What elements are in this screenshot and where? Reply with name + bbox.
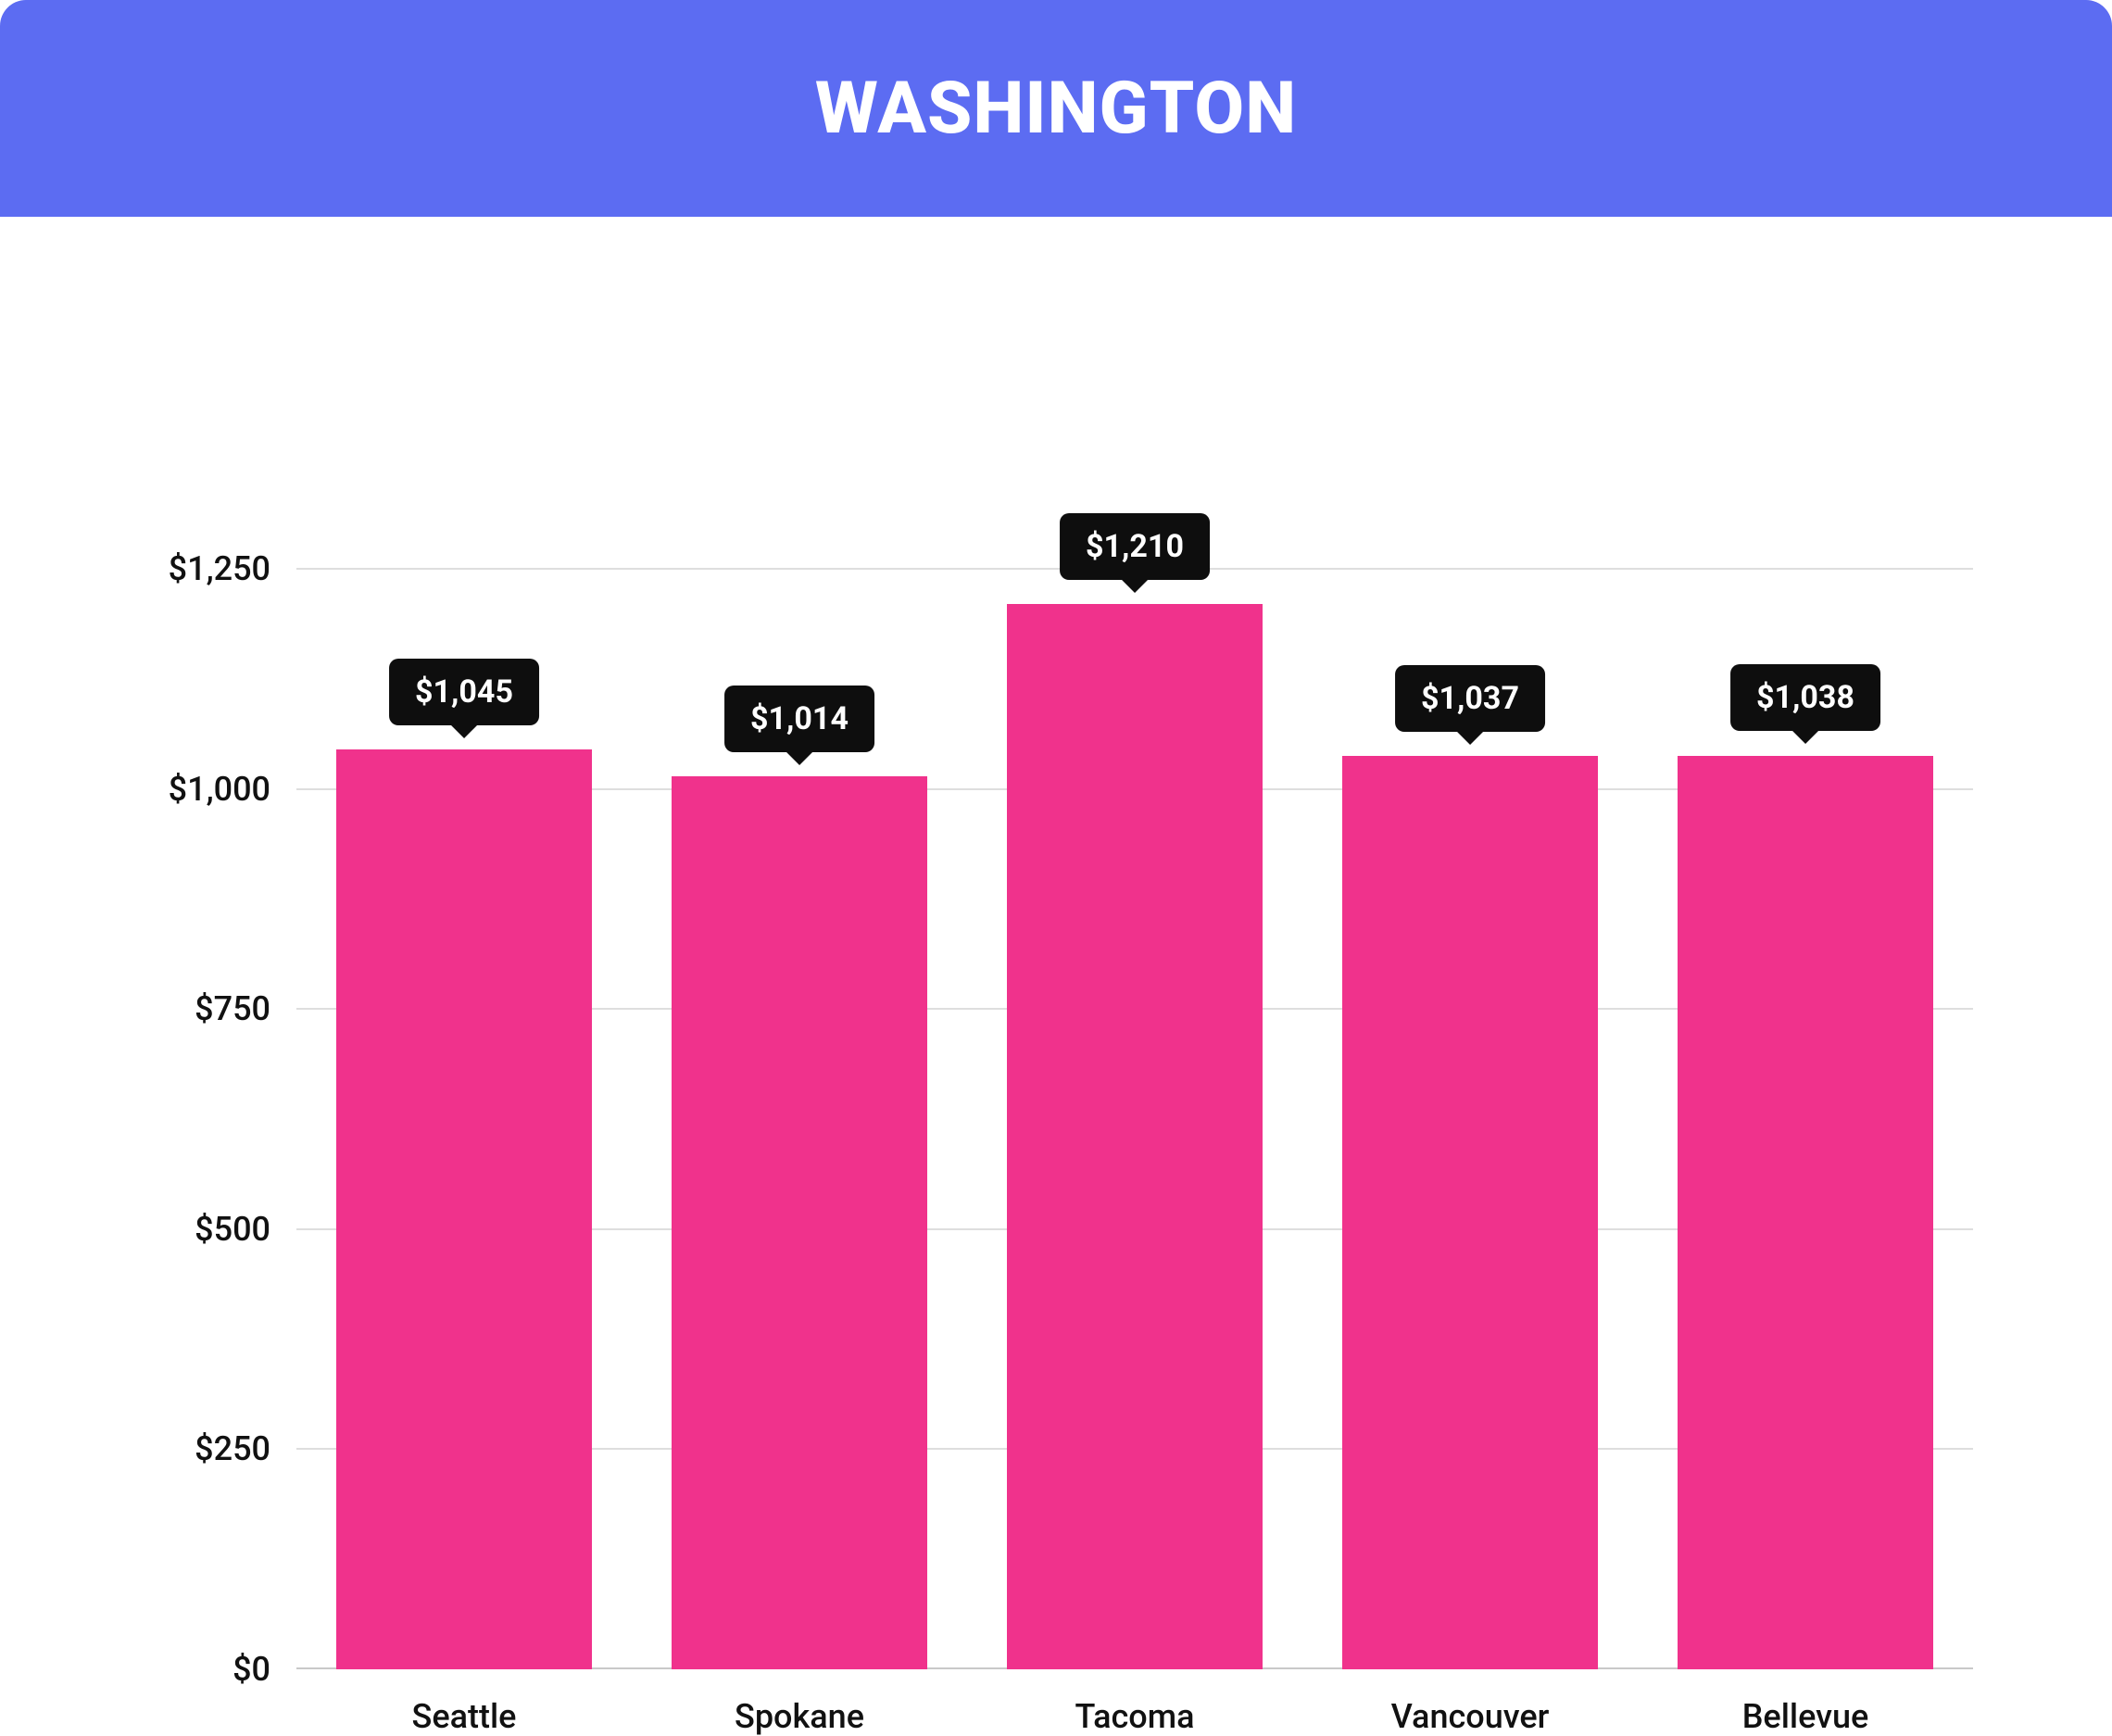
page-title: WASHINGTON (815, 67, 1297, 151)
bar-value-tooltip: $1,045 (389, 659, 539, 725)
chart-bar (1678, 756, 1932, 1670)
chart-bar (672, 776, 926, 1669)
bar-value-tooltip: $1,037 (1395, 665, 1545, 732)
x-axis-tick-label: Seattle (412, 1669, 517, 1736)
x-axis-tick-label: Tacoma (1075, 1669, 1195, 1736)
chart-bar (1007, 604, 1262, 1669)
x-axis-tick-label: Bellevue (1742, 1669, 1869, 1736)
y-axis-tick-label: $1,250 (169, 549, 296, 588)
bar-value-tooltip: $1,038 (1730, 664, 1880, 731)
y-axis-tick-label: $250 (195, 1429, 296, 1468)
y-axis-tick-label: $750 (195, 989, 296, 1028)
y-axis-tick-label: $1,000 (169, 770, 296, 809)
chart-plot-area: $0$250$500$750$1,000$1,250Seattle$1,045S… (296, 569, 1973, 1669)
x-axis-tick-label: Vancouver (1391, 1669, 1550, 1736)
bar-value-tooltip: $1,210 (1060, 513, 1210, 580)
chart-bar (1342, 756, 1597, 1669)
chart-bar (336, 749, 591, 1669)
bar-value-tooltip: $1,014 (724, 686, 874, 752)
y-axis-tick-label: $0 (233, 1650, 296, 1689)
x-axis-tick-label: Spokane (735, 1669, 864, 1736)
header-banner: WASHINGTON (0, 0, 2112, 217)
y-axis-tick-label: $500 (195, 1210, 296, 1249)
